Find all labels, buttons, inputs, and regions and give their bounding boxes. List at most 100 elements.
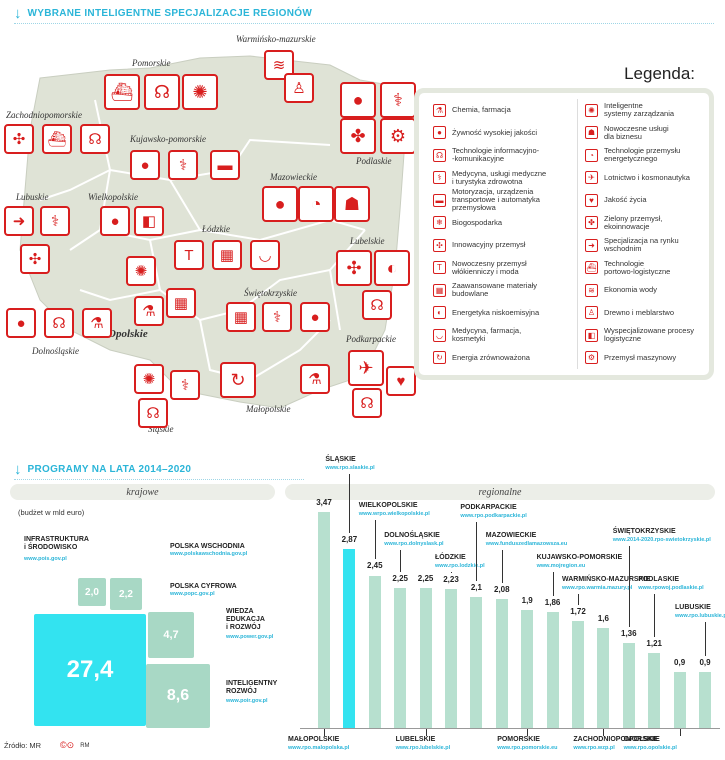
legend-item-label: Innowacyjny przemysł — [452, 240, 526, 250]
leader-line — [501, 550, 503, 583]
bar-url[interactable]: www.rpo.lodzkie.pl — [435, 563, 485, 569]
bar-value-label: 2,25 — [392, 573, 408, 583]
legend-item-label: Biogospodarka — [452, 217, 503, 227]
legend-item: ☊ Technologie informacyjno- -komunikacyjn… — [433, 144, 546, 167]
headset-icon: ☊ — [352, 388, 382, 418]
pinwheel-icon: ✣ — [336, 250, 372, 286]
bulb-icon: ✺ — [126, 256, 156, 286]
bar-url[interactable]: www.rpo.opolskie.pl — [623, 745, 677, 751]
down-arrow-icon: ↓ — [14, 461, 22, 478]
bar-url[interactable]: www.rpo.malopolska.pl — [288, 745, 350, 751]
cherries-icon: ● — [433, 126, 446, 140]
region-label-zachodniopomorskie: Zachodniopomorskie — [6, 110, 82, 120]
leader-line — [451, 572, 452, 574]
bar-url[interactable]: www.funduszedlamazowsza.eu — [485, 541, 568, 547]
region-label-warminsko-mazurskie: Warmińsko-mazurskie — [236, 34, 316, 44]
program-url[interactable]: www.power.gov.pl — [226, 634, 274, 640]
pinwheel-icon: ✣ — [4, 124, 34, 154]
leader-line — [527, 728, 529, 736]
bar-value-label: 3,47 — [316, 498, 332, 507]
budget-note: (budżet w mld euro) — [18, 508, 85, 517]
bar-url[interactable]: www.rpo.pomorskie.eu — [497, 745, 558, 751]
bar-url[interactable]: www.rpo.slaskie.pl — [325, 465, 375, 471]
header-divider — [14, 23, 714, 24]
program-url[interactable]: www.pois.gov.pl — [24, 556, 67, 562]
heart-icon: ♥ — [585, 193, 598, 207]
car-icon: ▬ — [210, 150, 240, 180]
flask-icon: ⚗ — [134, 296, 164, 326]
legend-item-label: Technologie portowo-logistyczne — [604, 258, 671, 276]
caduceus-icon: ⚕ — [433, 171, 446, 185]
bar-url[interactable]: www.mojregion.eu — [536, 563, 586, 569]
cherries-icon: ● — [6, 308, 36, 338]
region-label-podlaskie: Podlaskie — [356, 156, 392, 166]
shirt-icon: T — [174, 240, 204, 270]
program-url[interactable]: www.poir.gov.pl — [226, 698, 268, 704]
region-label-lodzkie: Łódzkie — [202, 224, 230, 234]
arrows-icon: ➜ — [585, 238, 598, 252]
legend-item: ✺ Inteligentne systemy zarządzania — [585, 99, 694, 122]
bar-url[interactable]: www.rpo.podkarpackie.pl — [460, 513, 527, 519]
program-url[interactable]: www.popc.gov.pl — [170, 591, 215, 597]
legend-item-label: Nowoczesny przemysł włókienniczy i moda — [452, 258, 527, 276]
bar-category-label: KUJAWSKO-POMORSKIE — [536, 554, 623, 561]
leader-line — [603, 728, 605, 736]
bar-url[interactable]: www.wrpo.wielkopolskie.pl — [358, 511, 430, 517]
bricks-icon: ▦ — [226, 302, 256, 332]
waves-icon: ≋ — [264, 50, 294, 80]
legend-item: ☗ Nowoczesne usługi dla biznesu — [585, 122, 694, 145]
legend-item: ⚙ Przemysł maszynowy — [585, 347, 694, 370]
bar-url[interactable]: www.rpo.dolnyslask.pl — [384, 541, 444, 547]
headset-icon: ☊ — [44, 308, 74, 338]
person-icon: ☗ — [334, 186, 370, 222]
region-label-dolnoslaskie: Dolnośląskie — [32, 346, 79, 356]
bar-url[interactable]: www.2014-2020.rpo-swietokrzyskie.pl — [612, 537, 711, 543]
mortar-icon: ◡ — [433, 328, 446, 342]
legend-item: ⚗ Chemia, farmacja — [433, 99, 546, 122]
legend-item-label: Przemysł maszynowy — [604, 352, 677, 362]
cherries-icon: ● — [130, 150, 160, 180]
bar-url[interactable]: www.rpo.wzp.pl — [573, 745, 615, 751]
bar — [495, 598, 508, 728]
legend-item-label: Jakość życia — [604, 195, 647, 205]
legend-item: ⚕ Medycyna, usługi medyczne i turystyka z… — [433, 167, 546, 190]
legend-item-label: Zaawansowane materiały budowlane — [452, 281, 538, 299]
legend-item-label: Lotnictwo i kosmonautyka — [604, 172, 690, 182]
leader-line — [578, 594, 579, 605]
bar-value-label: 0,9 — [674, 657, 686, 667]
legend-item: ♙ Drewno i meblarstwo — [585, 302, 694, 325]
legend-title: Legenda: — [624, 64, 695, 83]
bar — [470, 597, 483, 728]
bar — [318, 512, 330, 728]
bar — [622, 643, 635, 728]
region-label-lubelskie: Lubelskie — [350, 236, 385, 246]
cubes-icon: ◧ — [134, 206, 164, 236]
legend-item: ✣ Innowacyjny przemysł — [433, 234, 546, 257]
legend-item: ➜ Specjalizacja na rynku wschodnim — [585, 234, 694, 257]
krajowe-label: krajowe — [10, 484, 275, 500]
bar-value-label: 0,9 — [699, 657, 711, 667]
region-label-wielkopolskie: Wielkopolskie — [88, 192, 138, 202]
program-name: POLSKA WSCHODNIA — [170, 543, 245, 550]
bar-value-label: 2,23 — [443, 575, 459, 585]
section-header-programs: ↓ PROGRAMY NA LATA 2014–2020 — [14, 461, 304, 480]
bricks-icon: ▦ — [166, 288, 196, 318]
bar-url[interactable]: www.rpo.warmia.mazury.pl — [562, 585, 633, 591]
bar-url[interactable]: www.rpo.lubelskie.pl — [395, 745, 451, 751]
snowflake-icon: ❄ — [433, 216, 446, 230]
bar-category-label: LUBELSKIE — [395, 736, 436, 743]
legend-item: ✤ Zielony przemysł, ekoinnowacje — [585, 212, 694, 235]
plane-icon: ✈ — [585, 171, 598, 185]
headset-icon: ☊ — [138, 398, 168, 428]
bar — [673, 671, 686, 728]
bar-value-label: 2,45 — [367, 561, 383, 571]
flask-icon: ⚗ — [300, 364, 330, 394]
shirt-icon: T — [433, 261, 446, 275]
legend-item: ◧ Wyspecjalizowane procesy logistyczne — [585, 324, 694, 347]
program-url[interactable]: www.polskawschodnia.gov.pl — [170, 551, 248, 557]
leader-line — [324, 728, 325, 736]
bar-url[interactable]: www.rpo.lubuskie.pl — [675, 613, 725, 619]
bar-url[interactable]: www.rpowoj.podlaskie.pl — [638, 585, 704, 591]
program-name: POLSKA CYFROWA — [170, 583, 237, 590]
chart-baseline — [300, 728, 720, 729]
